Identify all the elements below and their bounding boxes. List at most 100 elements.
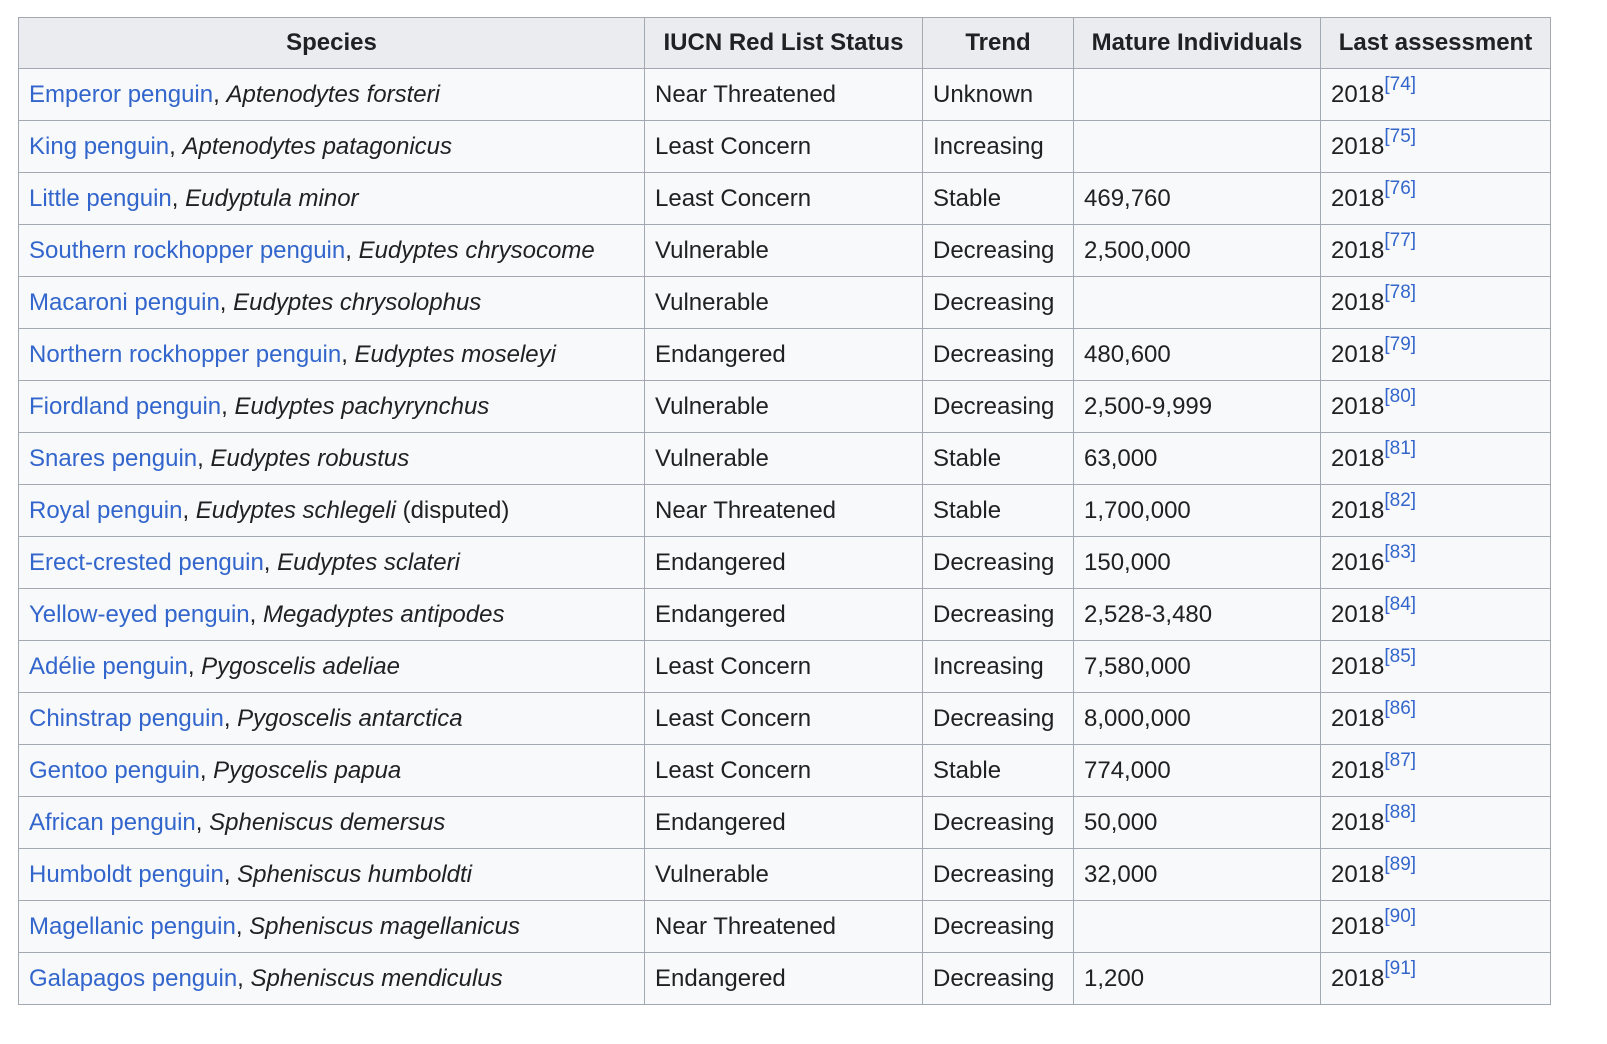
species-link[interactable]: Erect-crested penguin [29,548,264,576]
species-separator: , [223,860,238,888]
table-row: African penguin, Spheniscus demersus Enda… [18,796,1551,849]
reference-link[interactable]: [91] [1384,957,1417,979]
assessment-year: 2018 [1331,860,1385,888]
header-row: Species IUCN Red List Status Trend Matur… [18,17,1551,69]
trend-cell: Stable [922,744,1074,797]
mature-individuals-cell [1073,68,1321,121]
last-assessment-cell: 2018[78] [1320,276,1551,329]
table-row: Little penguin, Eudyptula minor Least Con… [18,172,1551,225]
reference-link[interactable]: [85] [1384,645,1417,667]
species-link[interactable]: Snares penguin [29,444,198,472]
trend-cell: Stable [922,484,1074,537]
species-link[interactable]: Adélie penguin [29,652,188,680]
last-assessment-cell: 2018[77] [1320,224,1551,277]
status-cell: Vulnerable [644,432,923,485]
mature-individuals-cell: 63,000 [1073,432,1321,485]
reference-link[interactable]: [79] [1384,333,1417,355]
species-separator: , [187,652,202,680]
status-cell: Least Concern [644,692,923,745]
reference-superscript: [79] [1384,334,1416,355]
status-cell: Least Concern [644,640,923,693]
reference-superscript: [88] [1384,802,1416,823]
species-link[interactable]: King penguin [29,132,170,160]
reference-link[interactable]: [80] [1384,385,1417,407]
table-row: Humboldt penguin, Spheniscus humboldti Vu… [18,848,1551,901]
last-assessment-cell: 2018[76] [1320,172,1551,225]
header-last-assessment[interactable]: Last assessment [1320,17,1551,69]
reference-link[interactable]: [90] [1384,905,1417,927]
mature-individuals-cell [1073,900,1321,953]
reference-superscript: [84] [1384,594,1416,615]
species-link[interactable]: Yellow-eyed penguin [29,600,250,628]
reference-link[interactable]: [82] [1384,489,1417,511]
reference-link[interactable]: [89] [1384,853,1417,875]
species-link[interactable]: Gentoo penguin [29,756,200,784]
species-link[interactable]: Little penguin [29,184,172,212]
last-assessment-cell: 2018[74] [1320,68,1551,121]
reference-link[interactable]: [84] [1384,593,1417,615]
binomial-name: Spheniscus mendiculus [250,964,503,992]
reference-superscript: [80] [1384,386,1416,407]
binomial-name: Pygoscelis papua [213,756,402,784]
trend-cell: Decreasing [922,276,1074,329]
trend-cell: Stable [922,432,1074,485]
species-separator: , [199,756,214,784]
header-mature-individuals[interactable]: Mature Individuals [1073,17,1321,69]
status-cell: Near Threatened [644,484,923,537]
mature-individuals-cell: 469,760 [1073,172,1321,225]
reference-superscript: [91] [1384,958,1416,979]
assessment-year: 2018 [1331,80,1385,108]
species-note: (disputed) [395,496,510,524]
header-trend[interactable]: Trend [922,17,1074,69]
last-assessment-cell: 2018[81] [1320,432,1551,485]
header-species[interactable]: Species [18,17,645,69]
species-link[interactable]: African penguin [29,808,196,836]
assessment-year: 2018 [1331,704,1385,732]
reference-superscript: [78] [1384,282,1416,303]
assessment-year: 2018 [1331,600,1385,628]
species-link[interactable]: Humboldt penguin [29,860,224,888]
trend-cell: Decreasing [922,536,1074,589]
species-cell: Fiordland penguin, Eudyptes pachyrynchus [18,380,645,433]
reference-link[interactable]: [77] [1384,229,1417,251]
reference-link[interactable]: [75] [1384,125,1417,147]
species-link[interactable]: Northern rockhopper penguin [29,340,342,368]
reference-link[interactable]: [87] [1384,749,1417,771]
species-link[interactable]: Macaroni penguin [29,288,220,316]
species-separator: , [223,704,238,732]
reference-link[interactable]: [81] [1384,437,1417,459]
header-status[interactable]: IUCN Red List Status [644,17,923,69]
reference-link[interactable]: [76] [1384,177,1417,199]
species-link[interactable]: Magellanic penguin [29,912,236,940]
status-cell: Vulnerable [644,224,923,277]
species-link[interactable]: Fiordland penguin [29,392,222,420]
species-link[interactable]: Royal penguin [29,496,183,524]
reference-link[interactable]: [83] [1384,541,1417,563]
species-link[interactable]: Galapagos penguin [29,964,238,992]
assessment-year: 2018 [1331,392,1385,420]
binomial-name: Eudyptes schlegeli [195,496,396,524]
binomial-name: Megadyptes antipodes [262,600,505,628]
reference-superscript: [85] [1384,646,1416,667]
table-row: Yellow-eyed penguin, Megadyptes antipode… [18,588,1551,641]
binomial-name: Spheniscus magellanicus [249,912,520,940]
last-assessment-cell: 2018[87] [1320,744,1551,797]
species-cell: Yellow-eyed penguin, Megadyptes antipode… [18,588,645,641]
last-assessment-cell: 2018[85] [1320,640,1551,693]
reference-link[interactable]: [74] [1384,73,1417,95]
status-cell: Endangered [644,588,923,641]
last-assessment-cell: 2018[88] [1320,796,1551,849]
reference-link[interactable]: [88] [1384,801,1417,823]
species-separator: , [171,184,186,212]
last-assessment-cell: 2016[83] [1320,536,1551,589]
trend-cell: Decreasing [922,796,1074,849]
species-link[interactable]: Southern rockhopper penguin [29,236,346,264]
species-link[interactable]: Emperor penguin [29,80,214,108]
reference-superscript: [74] [1384,74,1416,95]
mature-individuals-cell [1073,276,1321,329]
reference-link[interactable]: [86] [1384,697,1417,719]
binomial-name: Pygoscelis antarctica [237,704,463,732]
species-cell: Emperor penguin, Aptenodytes forsteri [18,68,645,121]
species-link[interactable]: Chinstrap penguin [29,704,224,732]
reference-link[interactable]: [78] [1384,281,1417,303]
